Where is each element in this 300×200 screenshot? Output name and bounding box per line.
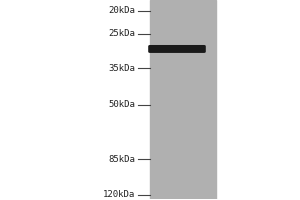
Text: 20kDa: 20kDa (108, 6, 135, 15)
FancyBboxPatch shape (148, 45, 206, 53)
Bar (150, 0, 216, 199)
Text: 120kDa: 120kDa (103, 190, 135, 199)
Text: 35kDa: 35kDa (108, 64, 135, 73)
Text: 85kDa: 85kDa (108, 155, 135, 164)
Text: 50kDa: 50kDa (108, 100, 135, 109)
Text: 25kDa: 25kDa (108, 29, 135, 38)
